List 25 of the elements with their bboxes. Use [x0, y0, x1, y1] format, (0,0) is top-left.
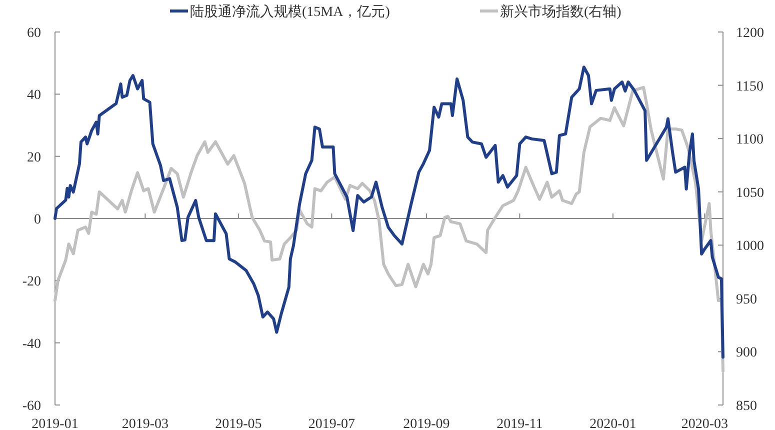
y-tick-label: 0: [34, 212, 41, 228]
y-tick-label: 40: [27, 88, 41, 104]
y2-tick-label: 1150: [736, 79, 764, 94]
y2-tick-label: 1000: [736, 239, 764, 254]
x-tick-label: 2019-07: [308, 417, 356, 430]
legend-label: 新兴市场指数(右轴): [500, 4, 622, 20]
x-tick-label: 2019-05: [215, 417, 262, 430]
x-tick-label: 2020-03: [681, 417, 728, 430]
y2-tick-label: 1050: [736, 186, 764, 201]
x-tick-label: 2019-03: [122, 417, 169, 430]
y2-tick-label: 950: [736, 292, 757, 308]
x-tick-label: 2019-01: [32, 417, 78, 430]
x-tick-label: 2019-11: [496, 417, 543, 430]
y2-tick-label: 850: [736, 399, 757, 414]
x-tick-label: 2020-01: [590, 417, 636, 430]
y-tick-label: 60: [27, 26, 41, 41]
y-tick-label: 20: [27, 150, 41, 166]
y2-tick-label: 1100: [736, 132, 764, 148]
x-tick-label: 2019-09: [403, 417, 450, 430]
y2-tick-label: 1200: [736, 26, 764, 41]
y2-tick-label: 900: [736, 346, 757, 361]
legend-label: 陆股通净流入规模(15MA，亿元): [190, 4, 390, 20]
y-tick-label: -40: [22, 336, 41, 352]
y-tick-label: -20: [22, 274, 41, 290]
y-tick-label: -60: [22, 399, 41, 414]
